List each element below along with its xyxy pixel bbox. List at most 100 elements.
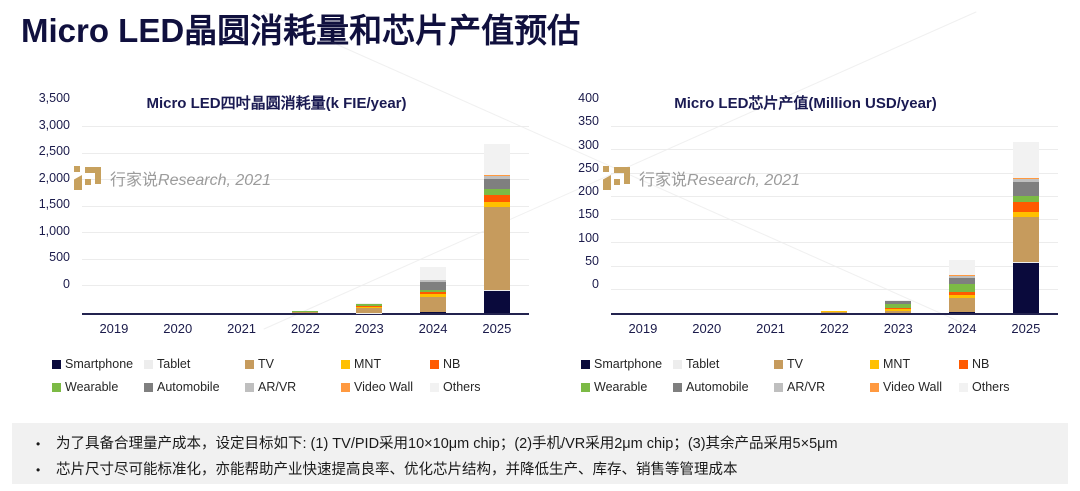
legend-item-nb: NB bbox=[430, 357, 535, 371]
legend-label: AR/VR bbox=[787, 380, 826, 394]
bar-stack bbox=[885, 299, 912, 313]
bar-segment-nb bbox=[356, 306, 383, 307]
bar-2020 bbox=[146, 129, 210, 313]
legend-item-tv: TV bbox=[774, 357, 870, 371]
bar-2025 bbox=[465, 129, 529, 313]
bar-segment-mnt bbox=[483, 202, 510, 208]
x-tick-label-2024: 2024 bbox=[947, 321, 977, 336]
legend-label: Video Wall bbox=[354, 380, 414, 394]
bar-segment-wearable bbox=[1012, 195, 1039, 203]
legend-item-tablet: Tablet bbox=[673, 357, 774, 371]
legend-swatch-video-wall bbox=[870, 382, 879, 392]
bar-segment-automobile bbox=[356, 303, 383, 305]
plot-area bbox=[82, 126, 529, 315]
bar-segment-others bbox=[885, 299, 912, 301]
gridline bbox=[82, 179, 529, 181]
bar-segment-automobile bbox=[885, 301, 912, 305]
y-tick-label: 3,500 bbox=[38, 91, 70, 105]
gridline bbox=[82, 258, 529, 260]
legend-swatch-others bbox=[430, 382, 439, 392]
gridline bbox=[611, 288, 1058, 290]
bar-segment-nb bbox=[1012, 202, 1039, 212]
bar-2021 bbox=[210, 129, 274, 313]
bar-segment-wearable bbox=[949, 284, 976, 293]
bar-segment-wearable bbox=[885, 304, 912, 309]
bullet-icon: • bbox=[36, 437, 41, 451]
legend-swatch-others bbox=[959, 382, 968, 392]
bar-segment-ar-vr bbox=[949, 275, 976, 278]
legend-label: NB bbox=[972, 357, 990, 371]
x-tick-label-2024: 2024 bbox=[418, 321, 448, 336]
legend-item-automobile: Automobile bbox=[673, 380, 774, 394]
legend-swatch-ar-vr bbox=[245, 382, 254, 392]
y-tick-label: 300 bbox=[578, 137, 599, 152]
gridline bbox=[82, 205, 529, 207]
legend-row: Smartphone Tablet TV MNT NB bbox=[52, 357, 535, 371]
chart-wafer-consumption: Micro LED四吋晶圆消耗量(k FIE/year) 0 500 1,000 1,… bbox=[18, 91, 535, 403]
legend-item-wearable: Wearable bbox=[581, 380, 673, 394]
legend-swatch-nb bbox=[959, 359, 968, 369]
note-text: 为了具备合理量产成本，设定目标如下: (1) TV/PID采用10×10μm c… bbox=[56, 436, 838, 452]
bar-segment-tv bbox=[885, 310, 912, 313]
bar-segment-mnt bbox=[1012, 211, 1039, 217]
legend-item-ar-vr: AR/VR bbox=[774, 380, 870, 394]
bar-stack bbox=[292, 311, 319, 313]
bar-segment-tv bbox=[949, 297, 976, 313]
legend-swatch-wearable bbox=[581, 382, 590, 392]
bar-2022 bbox=[274, 129, 338, 313]
legend-swatch-tablet bbox=[144, 359, 153, 369]
bar-segment-video-wall bbox=[1012, 177, 1039, 180]
bar-stack bbox=[483, 143, 510, 313]
legend-label: MNT bbox=[354, 357, 382, 371]
legend-label: Tablet bbox=[686, 357, 720, 371]
bar-segment-tv bbox=[1012, 216, 1039, 262]
legend-item-mnt: MNT bbox=[341, 357, 430, 371]
legend-label: Others bbox=[443, 380, 481, 394]
bar-segment-ar-vr bbox=[1012, 179, 1039, 183]
legend-label: Automobile bbox=[686, 380, 749, 394]
legend: Smartphone Tablet TV MNT NB Wearable Automobil… bbox=[581, 357, 1064, 394]
legend-swatch-mnt bbox=[341, 359, 350, 369]
x-tick-label-2025: 2025 bbox=[1011, 321, 1041, 336]
legend-item-nb: NB bbox=[959, 357, 1064, 371]
bar-2021 bbox=[739, 129, 803, 313]
legend-row: Wearable Automobile AR/VR Video Wall Others bbox=[52, 380, 535, 394]
hangjiashuo-logo-icon bbox=[74, 165, 101, 190]
bullet-icon: • bbox=[36, 463, 41, 477]
y-tick-label: 2,000 bbox=[38, 170, 70, 185]
legend-item-others: Others bbox=[430, 380, 535, 394]
y-tick-label: 0 bbox=[592, 277, 599, 291]
chart-area: 0 50 100 150 200 250 300 350 400 2019 2020 2021 202… bbox=[547, 91, 1064, 347]
bar-segment-wearable bbox=[356, 304, 383, 306]
x-tick-label-2021: 2021 bbox=[756, 321, 786, 336]
legend-item-ar-vr: AR/VR bbox=[245, 380, 341, 394]
x-tick-label-2023: 2023 bbox=[354, 321, 384, 336]
legend-item-wearable: Wearable bbox=[52, 380, 144, 394]
bar-segment-nb bbox=[483, 195, 510, 203]
bar-2019 bbox=[611, 129, 675, 313]
legend-item-smartphone: Smartphone bbox=[581, 357, 673, 371]
legend-swatch-automobile bbox=[673, 382, 682, 392]
legend-item-automobile: Automobile bbox=[144, 380, 245, 394]
gridline bbox=[82, 232, 529, 234]
bar-segment-automobile bbox=[420, 282, 447, 290]
bar-segment-tablet bbox=[1012, 261, 1039, 263]
y-tick-label: 400 bbox=[578, 91, 599, 105]
bar-segment-others bbox=[949, 259, 976, 276]
bar-segment-tv bbox=[292, 311, 319, 313]
legend-swatch-tablet bbox=[673, 359, 682, 369]
note-text: 芯片尺寸尽可能标准化，亦能帮助产业快速提高良率、优化芯片结构，并降低生产、库存、… bbox=[56, 462, 738, 478]
bar-2022 bbox=[803, 129, 867, 313]
legend-swatch-wearable bbox=[52, 382, 61, 392]
watermark: 行家说Research, 2021 bbox=[74, 165, 271, 190]
y-axis: 0 500 1,000 1,500 2,000 2,500 3,000 3,500 bbox=[18, 91, 80, 315]
y-tick-label: 100 bbox=[578, 230, 599, 245]
watermark-cn: 行家说 bbox=[639, 171, 688, 189]
legend-label: TV bbox=[787, 357, 803, 371]
gridline bbox=[82, 152, 529, 154]
x-tick-label-2025: 2025 bbox=[482, 321, 512, 336]
bar-segment-mnt bbox=[885, 308, 912, 311]
x-tick-label-2022: 2022 bbox=[819, 321, 849, 336]
bar-segment-tablet bbox=[483, 290, 510, 291]
bar-stack bbox=[356, 303, 383, 313]
